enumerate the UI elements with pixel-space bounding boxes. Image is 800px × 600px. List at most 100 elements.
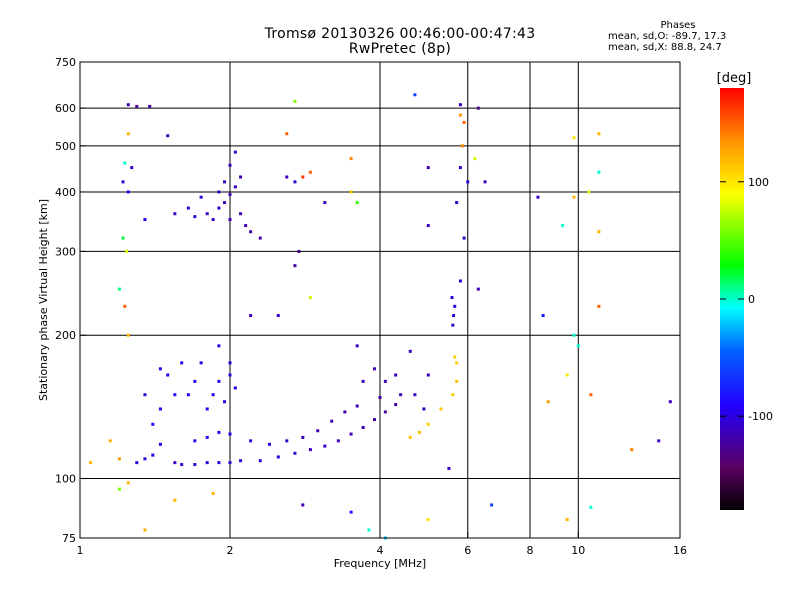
data-point [308,296,312,300]
data-point [186,206,190,210]
data-point [211,218,215,222]
data-point [217,206,221,210]
data-point [355,201,359,205]
data-point [426,518,430,522]
phase-stats-line-o: mean, sd,O: -89.7, 17.3 [608,31,727,42]
data-point [447,466,451,470]
data-point [301,435,305,439]
data-point [576,344,580,348]
x-tick-label: 8 [527,544,534,557]
axis-layer: 1 2 4 6 8 10 16 75 100 200 300 400 500 600 750 [55,56,687,557]
data-point [458,166,462,170]
data-point [228,163,232,167]
data-point [473,157,477,161]
grid-layer [80,62,680,538]
data-point [205,407,209,411]
data-point [572,195,576,199]
data-point [453,304,457,308]
data-point [217,379,221,383]
data-point [426,166,430,170]
data-point [186,393,190,397]
data-point [233,185,237,189]
data-point [343,410,347,414]
data-point [223,201,227,205]
y-tick-label: 200 [55,329,76,342]
data-point [458,113,462,117]
data-point [426,224,430,228]
data-point [490,503,494,507]
data-point [589,505,593,509]
data-point [572,333,576,337]
chart-subtitle: RwPretec (8p) [348,41,452,57]
data-point [450,296,454,300]
data-point [293,451,297,455]
data-point [205,435,209,439]
data-point [453,355,457,359]
data-point [126,333,130,337]
data-point [483,180,487,184]
colorbar-ticks: 100 0 -100 [720,176,773,423]
data-point [143,218,147,222]
data-point [589,393,593,397]
data-point [597,230,601,234]
data-point [126,481,130,485]
data-point [455,201,459,205]
data-point [394,403,398,407]
data-point [193,379,197,383]
data-point [143,457,147,461]
data-point [135,461,139,465]
data-point [117,457,121,461]
data-point [205,212,209,216]
data-point [458,103,462,107]
data-point [373,367,377,371]
data-point [349,190,353,194]
data-point [158,442,162,446]
data-point [239,212,243,216]
data-point [323,444,327,448]
data-point [301,503,305,507]
data-point [193,463,197,467]
data-point [367,528,371,532]
data-point [228,193,232,197]
data-point [125,249,129,253]
data-point [249,439,253,443]
data-point [199,361,203,365]
colorbar-tick-label: -100 [748,410,773,423]
data-point [668,400,672,404]
phase-stats-line-x: mean, sd,X: 88.8, 24.7 [608,42,722,53]
data-point [123,161,127,165]
data-point [330,419,334,423]
data-point [143,393,147,397]
data-point [285,439,289,443]
data-point [597,304,601,308]
data-point [173,393,177,397]
data-point [587,190,591,194]
data-point [285,132,289,136]
data-point [565,518,569,522]
data-point [89,461,93,465]
data-point [546,400,550,404]
data-point [451,323,455,327]
phase-stats: Phases mean, sd,O: -89.7, 17.3 mean, sd,… [608,20,748,53]
data-point [143,528,147,532]
data-point [355,344,359,348]
colorbar-tick-label: 0 [748,293,755,306]
data-point [249,314,253,318]
data-point [193,439,197,443]
data-point [239,459,243,463]
data-point [597,170,601,174]
data-point [217,430,221,434]
x-tick-label: 1 [77,544,84,557]
data-point [476,287,480,291]
data-point [285,175,289,179]
data-point [217,344,221,348]
data-point [148,104,152,108]
data-point [126,103,130,107]
data-point [276,314,280,318]
data-point [211,492,215,496]
data-point [228,461,232,465]
data-point [258,459,262,463]
data-point [572,136,576,140]
data-point [466,180,470,184]
